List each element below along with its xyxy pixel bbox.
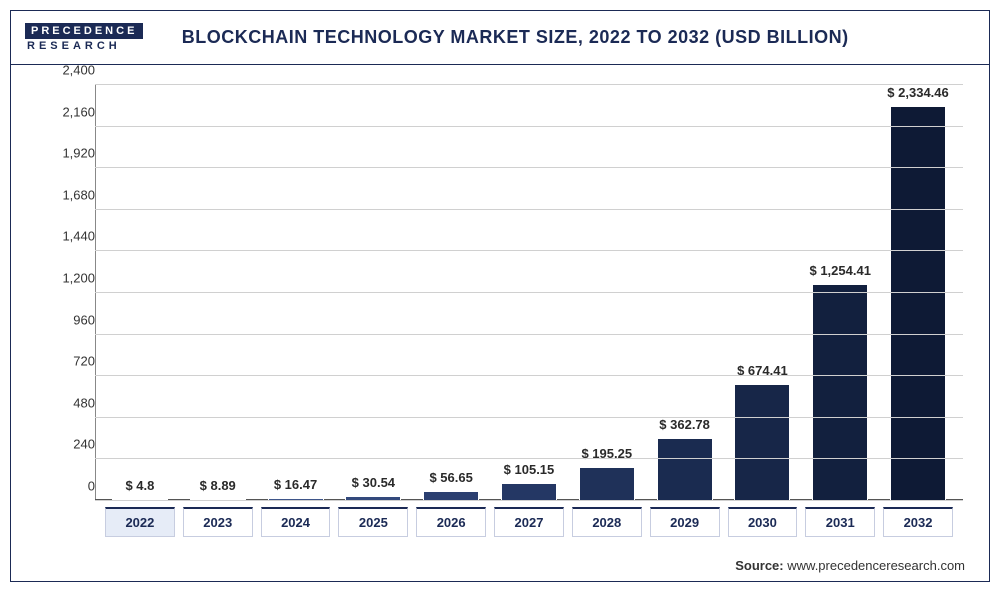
gridline	[95, 292, 963, 293]
y-tick-label: 720	[39, 354, 95, 369]
gridline	[95, 84, 963, 85]
x-category-label: 2022	[105, 507, 175, 537]
x-category-label: 2031	[805, 507, 875, 537]
chart-area: $ 4.8 $ 8.89 $ 16.47 $ 30.54 $ 56.65 $ 105.15…	[25, 75, 975, 547]
gridline	[95, 167, 963, 168]
bar-value-label: $ 1,254.41	[809, 263, 870, 278]
gridline	[95, 334, 963, 335]
bar-slot: $ 195.25	[568, 85, 646, 501]
bar-value-label: $ 8.89	[200, 478, 236, 493]
gridline	[95, 500, 963, 501]
y-tick-label: 1,440	[39, 229, 95, 244]
gridline	[95, 417, 963, 418]
bar	[734, 384, 790, 501]
y-tick-label: 2,160	[39, 104, 95, 119]
bar-slot: $ 8.89	[179, 85, 257, 501]
source-value: www.precedenceresearch.com	[787, 558, 965, 573]
x-category-label: 2023	[183, 507, 253, 537]
y-tick-label: 0	[39, 479, 95, 494]
gridline	[95, 375, 963, 376]
logo-bottom: RESEARCH	[25, 39, 143, 52]
bar-slot: $ 674.41	[724, 85, 802, 501]
bar-slot: $ 105.15	[490, 85, 568, 501]
bar	[657, 438, 713, 501]
y-tick-label: 1,920	[39, 146, 95, 161]
x-category-label: 2030	[728, 507, 798, 537]
x-category-label: 2024	[261, 507, 331, 537]
x-category-label: 2026	[416, 507, 486, 537]
y-tick-label: 1,680	[39, 187, 95, 202]
x-category-label: 2027	[494, 507, 564, 537]
bar-slot: $ 1,254.41	[801, 85, 879, 501]
bar-value-label: $ 362.78	[659, 417, 710, 432]
x-labels: 2022 2023 20242025 2026 2027 2028 2029 20302031…	[95, 507, 963, 537]
chart-card: PRECEDENCE RESEARCH BLOCKCHAIN TECHNOLOG…	[10, 10, 990, 582]
bar-value-label: $ 2,334.46	[887, 85, 948, 100]
x-category-label: 2025	[338, 507, 408, 537]
bar-slot: $ 362.78	[646, 85, 724, 501]
chart-title: BLOCKCHAIN TECHNOLOGY MARKET SIZE, 2022 …	[161, 27, 989, 48]
y-tick-label: 1,200	[39, 271, 95, 286]
plot-region: $ 4.8 $ 8.89 $ 16.47 $ 30.54 $ 56.65 $ 105.15…	[95, 85, 963, 501]
bar	[501, 483, 557, 501]
bar-value-label: $ 30.54	[352, 475, 395, 490]
y-tick-label: 2,400	[39, 63, 95, 78]
gridline	[95, 126, 963, 127]
x-category-label: 2029	[650, 507, 720, 537]
header: PRECEDENCE RESEARCH BLOCKCHAIN TECHNOLOG…	[11, 11, 989, 65]
bar-value-label: $ 105.15	[504, 462, 555, 477]
bar-slot: $ 16.47	[257, 85, 335, 501]
y-tick-label: 240	[39, 437, 95, 452]
bars-container: $ 4.8 $ 8.89 $ 16.47 $ 30.54 $ 56.65 $ 105.15…	[95, 85, 963, 501]
logo-top: PRECEDENCE	[25, 23, 143, 39]
bar-value-label: $ 4.8	[125, 478, 154, 493]
gridline	[95, 250, 963, 251]
bar	[579, 467, 635, 501]
source-label: Source:	[735, 558, 783, 573]
x-category-label: 2032	[883, 507, 953, 537]
bar-slot: $ 30.54	[334, 85, 412, 501]
source-line: Source: www.precedenceresearch.com	[735, 558, 965, 573]
x-category-label: 2028	[572, 507, 642, 537]
bar-slot: $ 4.8	[101, 85, 179, 501]
bar-slot: $ 56.65	[412, 85, 490, 501]
bar-value-label: $ 56.65	[429, 470, 472, 485]
gridline	[95, 209, 963, 210]
bar	[890, 106, 946, 501]
bar-slot: $ 2,334.46	[879, 85, 957, 501]
bar	[812, 284, 868, 501]
bar-value-label: $ 16.47	[274, 477, 317, 492]
y-tick-label: 480	[39, 395, 95, 410]
brand-logo: PRECEDENCE RESEARCH	[25, 23, 143, 52]
y-tick-label: 960	[39, 312, 95, 327]
gridline	[95, 458, 963, 459]
